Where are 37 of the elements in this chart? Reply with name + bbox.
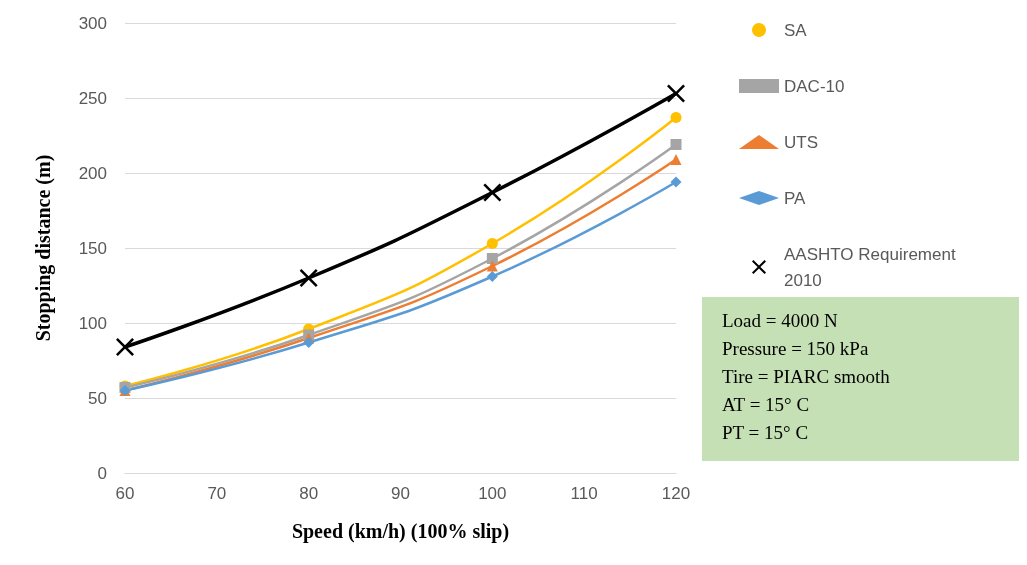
text: Load = 4000 N — [722, 310, 838, 331]
point — [670, 112, 682, 123]
y-tick-label: 300 — [78, 13, 107, 33]
point — [486, 238, 498, 249]
x-tick-label: 100 — [478, 484, 507, 503]
point — [486, 271, 498, 282]
text: Tire = PIARC smooth — [722, 366, 891, 387]
x-tick-label: 80 — [299, 484, 319, 503]
y-tick-label: 100 — [78, 313, 107, 333]
text: Pressure = 150 kPa — [722, 338, 869, 359]
legend-label: PA — [784, 188, 807, 208]
y-tick-label: 200 — [78, 163, 107, 183]
x-tick-label: 120 — [661, 484, 691, 503]
y-tick-label: 250 — [78, 88, 107, 108]
x-tick-label: 90 — [391, 484, 410, 503]
point — [670, 139, 682, 150]
y-axis-title: Stopping distance (m) — [32, 154, 55, 342]
legend-label: DAC-10 — [784, 76, 845, 96]
point — [303, 337, 315, 348]
x-axis-title: Speed (km/h) (100% slip) — [291, 520, 510, 543]
point — [670, 154, 682, 165]
point — [299, 269, 318, 287]
y-tick-label: 50 — [88, 388, 107, 408]
y-tick-label: 0 — [97, 463, 107, 483]
legend-label: UTS — [784, 132, 818, 152]
legend-label: AASHTO Requirement 2010 — [784, 244, 961, 290]
point — [486, 253, 498, 264]
point — [486, 260, 498, 272]
x-tick-label: 60 — [115, 484, 135, 503]
point — [667, 84, 685, 103]
legend-label: SA — [784, 20, 808, 40]
x-tick-label: 110 — [570, 484, 598, 503]
x-tick-label: 70 — [207, 484, 227, 503]
y-tick-label: 150 — [78, 238, 107, 258]
text: PT = 15° C — [722, 422, 809, 443]
text: AT = 15° C — [722, 394, 810, 415]
point — [670, 176, 682, 188]
